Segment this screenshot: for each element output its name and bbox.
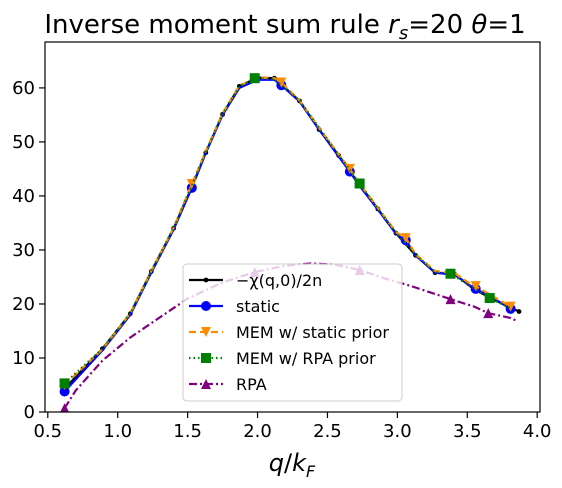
legend-entry: MEM w/ RPA prior: [189, 349, 376, 368]
legend-label: static: [236, 297, 280, 316]
data-point: [445, 268, 456, 279]
data-point: [445, 294, 456, 305]
series-line-mem-w-rpa-prior: [63, 77, 512, 385]
y-axis-ticks: 0 10 20 30 40 50 60: [12, 78, 45, 423]
y-tick-label: 20: [12, 294, 35, 315]
legend-entry: static: [189, 297, 280, 316]
y-tick-label: 0: [24, 402, 35, 423]
legend-label: RPA: [236, 375, 267, 394]
y-tick-label: 50: [12, 132, 35, 153]
data-point: [483, 308, 494, 319]
legend-entry: MEM w/ static prior: [189, 323, 389, 342]
x-tick-label: 3.0: [383, 421, 412, 442]
legend-label: MEM w/ static prior: [236, 323, 389, 342]
legend-marker: [201, 353, 211, 363]
legend-marker: [201, 379, 211, 389]
data-point: [354, 178, 365, 189]
series-line-rpa: [63, 262, 519, 409]
x-axis-ticks: 0.5 1.0 1.5 2.0 2.5 3.0 3.5 4.0: [33, 412, 552, 442]
legend-marker: [203, 277, 209, 283]
x-tick-label: 2.5: [313, 421, 342, 442]
data-point: [59, 378, 70, 389]
y-tick-label: 30: [12, 240, 35, 261]
series-mem-w-rpa-prior: [59, 73, 512, 389]
data-point: [470, 281, 481, 292]
legend-label: −χ(q,0)/2n: [236, 271, 322, 290]
x-tick-label: 2.0: [243, 421, 272, 442]
series-layer: [59, 73, 522, 412]
plot-area-frame: [44, 41, 541, 413]
legend-label: MEM w/ RPA prior: [236, 349, 376, 368]
legend: −χ(q,0)/2n static MEM w/ static prior MEM w…: [182, 263, 403, 402]
x-tick-label: 3.5: [453, 421, 482, 442]
y-tick-label: 10: [12, 348, 35, 369]
data-point: [59, 386, 70, 397]
x-tick-label: 1.0: [103, 421, 132, 442]
data-point: [400, 233, 411, 244]
y-tick-label: 40: [12, 186, 35, 207]
x-tick-label: 1.5: [173, 421, 202, 442]
data-point: [505, 301, 516, 312]
x-axis-label: q/kF: [269, 449, 316, 481]
data-point: [484, 293, 495, 304]
data-point: [276, 77, 287, 88]
legend-box: [182, 263, 403, 402]
legend-marker: [201, 327, 211, 337]
data-point: [249, 73, 260, 84]
data-point: [60, 403, 69, 412]
legend-marker: [201, 301, 211, 311]
data-point: [516, 309, 522, 314]
legend-entry: −χ(q,0)/2n: [189, 271, 322, 290]
x-tick-label: 4.0: [523, 421, 552, 442]
y-tick-label: 60: [12, 78, 35, 99]
chart-title: Inverse moment sum rule rs=20 θ=1: [44, 10, 525, 44]
x-tick-label: 0.5: [33, 421, 62, 442]
legend-entry: RPA: [189, 375, 267, 394]
